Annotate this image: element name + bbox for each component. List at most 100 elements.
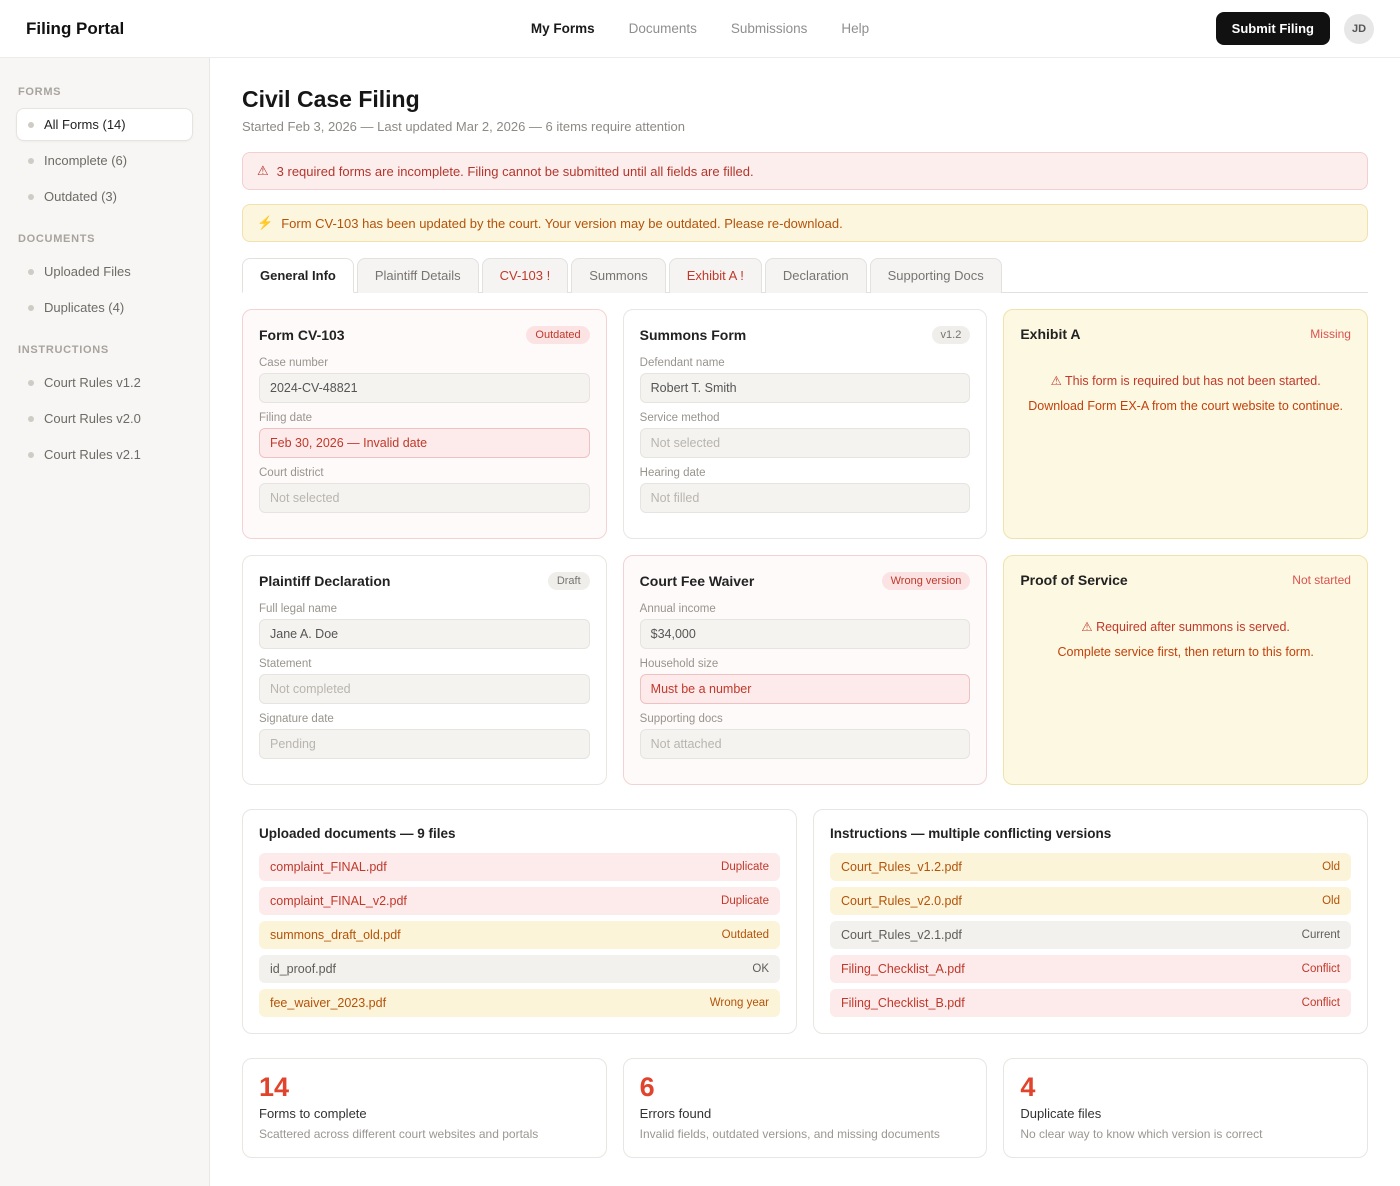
tab-summons[interactable]: Summons: [571, 258, 666, 293]
notice-warning-text: ⚠ This form is required but has not been…: [1020, 373, 1351, 388]
form-card-cv103: Form CV-103 Outdated Case number 2024-CV…: [242, 309, 607, 539]
file-status-badge: Old: [1322, 895, 1340, 907]
hearing-date-input[interactable]: Not filled: [639, 483, 971, 513]
stat-forms-to-complete: 14 Forms to complete Scattered across di…: [242, 1058, 607, 1158]
tab-exhibit-a[interactable]: Exhibit A !: [668, 258, 762, 293]
alert-text: Form CV-103 has been updated by the cour…: [281, 215, 843, 231]
file-status-badge: Wrong year: [709, 997, 769, 1009]
file-row[interactable]: Filing_Checklist_A.pdf Conflict: [830, 955, 1351, 983]
field-full-legal-name: Full legal name Jane A. Doe: [259, 603, 590, 649]
sidebar-item-label: Court Rules v2.0: [44, 411, 141, 426]
field-label: Defendant name: [639, 357, 725, 369]
file-row[interactable]: complaint_FINAL_v2.pdf Duplicate: [259, 887, 780, 915]
tab-plaintiff-details[interactable]: Plaintiff Details: [356, 258, 479, 293]
file-status-badge: Current: [1301, 929, 1340, 941]
annual-income-input[interactable]: $34,000: [639, 619, 971, 649]
bullet-icon: [28, 121, 34, 128]
file-name: id_proof.pdf: [270, 962, 337, 976]
field-label: Court district: [259, 467, 324, 479]
top-navbar: Filing Portal My Forms Documents Submiss…: [0, 0, 1400, 58]
stat-duplicate-files: 4 Duplicate files No clear way to know w…: [1003, 1058, 1368, 1158]
tab-declaration[interactable]: Declaration: [764, 258, 867, 293]
bullet-icon: [28, 304, 34, 311]
field-label: Filing date: [259, 412, 313, 424]
sidebar-item-label: Duplicates (4): [44, 300, 125, 315]
sidebar-item-label: Uploaded Files: [44, 264, 131, 279]
case-number-input[interactable]: 2024-CV-48821: [259, 373, 590, 403]
signature-date-input[interactable]: Pending: [259, 729, 590, 759]
notice-warning-label: This form is required but has not been s…: [1065, 374, 1321, 388]
sidebar-item-incomplete[interactable]: Incomplete (6): [16, 144, 193, 177]
submit-filing-button[interactable]: Submit Filing: [1215, 12, 1330, 45]
sidebar-section-forms: FORMS: [18, 86, 62, 98]
brand-title: Filing Portal: [26, 18, 125, 38]
card-title: Exhibit A: [1020, 326, 1081, 342]
supporting-docs-input[interactable]: Not attached: [639, 729, 971, 759]
file-row[interactable]: summons_draft_old.pdf Outdated: [259, 921, 780, 949]
stat-desc: Invalid fields, outdated versions, and m…: [639, 1126, 940, 1141]
notice-card-proof-of-service: Proof of Service Not started ⚠ Required …: [1003, 555, 1368, 785]
form-card-plaintiff-declaration: Plaintiff Declaration Draft Full legal n…: [242, 555, 607, 785]
field-supporting-docs: Supporting docs Not attached: [639, 713, 971, 759]
main-content: Civil Case Filing Started Feb 3, 2026 — …: [210, 58, 1400, 1186]
tab-general-info[interactable]: General Info: [242, 258, 354, 293]
stat-label: Errors found: [639, 1105, 712, 1121]
sidebar-item-court-rules-v20[interactable]: Court Rules v2.0: [16, 402, 193, 435]
stat-value: 4: [1020, 1072, 1036, 1102]
court-district-select[interactable]: Not selected: [259, 483, 590, 513]
nav-documents[interactable]: Documents: [628, 21, 697, 36]
bullet-icon: [28, 451, 34, 458]
statement-input[interactable]: Not completed: [259, 674, 590, 704]
file-name: Court_Rules_v2.1.pdf: [841, 928, 962, 942]
stat-desc: Scattered across different court website…: [259, 1126, 539, 1141]
field-label: Hearing date: [639, 467, 706, 479]
stat-value: 14: [259, 1072, 290, 1102]
notice-card-exhibit-a: Exhibit A Missing ⚠ This form is require…: [1003, 309, 1368, 539]
field-defendant-name: Defendant name Robert T. Smith: [639, 357, 971, 403]
file-name: Filing_Checklist_A.pdf: [841, 962, 965, 976]
bullet-icon: [28, 379, 34, 386]
household-size-input[interactable]: Must be a number: [639, 674, 971, 704]
file-status-badge: Duplicate: [721, 861, 769, 873]
sidebar-section-instructions: INSTRUCTIONS: [18, 344, 109, 356]
file-row[interactable]: id_proof.pdf OK: [259, 955, 780, 983]
sidebar-item-court-rules-v21[interactable]: Court Rules v2.1: [16, 438, 193, 471]
file-row[interactable]: Filing_Checklist_B.pdf Conflict: [830, 989, 1351, 1017]
sidebar-item-label: Court Rules v2.1: [44, 447, 141, 462]
field-service-method: Service method Not selected: [639, 412, 971, 458]
topbar-actions: Submit Filing JD: [1215, 12, 1374, 45]
file-status-badge: Outdated: [721, 929, 769, 941]
sidebar-item-all-forms[interactable]: All Forms (14): [16, 108, 193, 141]
sidebar-item-uploaded-files[interactable]: Uploaded Files: [16, 255, 193, 288]
notice-warning-label: Required after summons is served.: [1096, 620, 1290, 634]
notice-warning-text: ⚠ Required after summons is served.: [1020, 619, 1351, 634]
nav-help[interactable]: Help: [841, 21, 870, 36]
sidebar-item-label: Outdated (3): [44, 189, 117, 204]
nav-my-forms[interactable]: My Forms: [530, 21, 595, 36]
tab-cv103[interactable]: CV-103 !: [481, 258, 569, 293]
list-title: Instructions — multiple conflicting vers…: [830, 826, 1112, 841]
tab-supporting-docs[interactable]: Supporting Docs: [869, 258, 1002, 293]
file-status-badge: Old: [1322, 861, 1340, 873]
file-name: complaint_FINAL_v2.pdf: [270, 894, 407, 908]
file-row[interactable]: Court_Rules_v2.1.pdf Current: [830, 921, 1351, 949]
filing-date-input[interactable]: Feb 30, 2026 — Invalid date: [259, 428, 590, 458]
defendant-name-input[interactable]: Robert T. Smith: [639, 373, 971, 403]
file-row[interactable]: complaint_FINAL.pdf Duplicate: [259, 853, 780, 881]
nav-submissions[interactable]: Submissions: [730, 21, 808, 36]
top-nav: My Forms Documents Submissions Help: [531, 21, 869, 36]
sidebar-item-court-rules-v12[interactable]: Court Rules v1.2: [16, 366, 193, 399]
sidebar-item-duplicates[interactable]: Duplicates (4): [16, 291, 193, 324]
missing-badge: Missing: [1310, 327, 1351, 341]
file-status-badge: OK: [752, 963, 769, 975]
service-method-select[interactable]: Not selected: [639, 428, 971, 458]
file-row[interactable]: fee_waiver_2023.pdf Wrong year: [259, 989, 780, 1017]
card-title: Plaintiff Declaration: [259, 573, 391, 589]
full-legal-name-input[interactable]: Jane A. Doe: [259, 619, 590, 649]
wrong-version-badge: Wrong version: [881, 572, 971, 590]
warning-alert: ⚡ Form CV-103 has been updated by the co…: [242, 204, 1368, 242]
file-row[interactable]: Court_Rules_v2.0.pdf Old: [830, 887, 1351, 915]
sidebar-item-outdated[interactable]: Outdated (3): [16, 180, 193, 213]
file-row[interactable]: Court_Rules_v1.2.pdf Old: [830, 853, 1351, 881]
avatar[interactable]: JD: [1344, 13, 1374, 44]
